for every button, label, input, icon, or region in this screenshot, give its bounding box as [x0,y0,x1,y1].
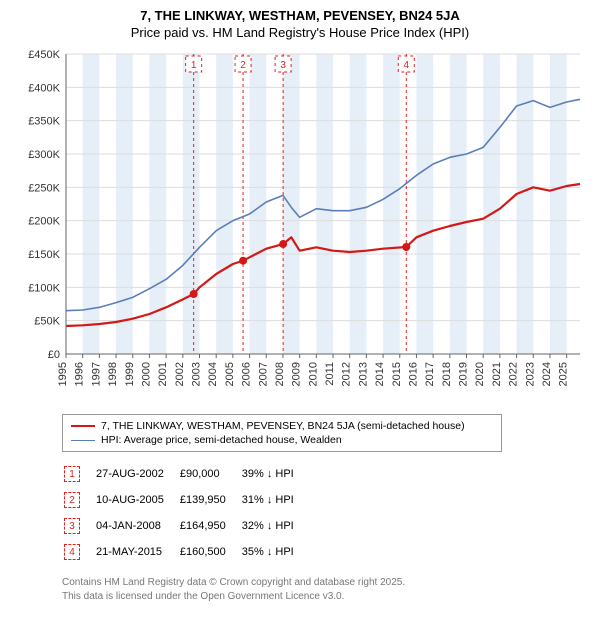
legend-row-price: 7, THE LINKWAY, WESTHAM, PEVENSEY, BN24 … [71,419,493,433]
sales-row: 421-MAY-2015£160,50035% ↓ HPI [64,540,308,564]
sale-marker: 1 [64,462,94,486]
legend: 7, THE LINKWAY, WESTHAM, PEVENSEY, BN24 … [62,414,502,452]
svg-text:1996: 1996 [74,362,86,386]
legend-label-price: 7, THE LINKWAY, WESTHAM, PEVENSEY, BN24 … [101,420,465,432]
svg-text:2006: 2006 [241,362,253,386]
svg-text:2010: 2010 [307,362,319,386]
svg-text:2009: 2009 [291,362,303,386]
svg-text:£400K: £400K [28,82,60,94]
svg-text:£450K: £450K [28,49,60,61]
legend-swatch-price [71,425,95,427]
title-subtitle: Price paid vs. HM Land Registry's House … [12,25,588,40]
svg-text:£0: £0 [48,349,60,361]
svg-text:2003: 2003 [191,362,203,386]
svg-text:£250K: £250K [28,182,60,194]
svg-text:2018: 2018 [441,362,453,386]
sale-delta: 39% ↓ HPI [242,462,308,486]
svg-text:2013: 2013 [357,362,369,386]
svg-text:3: 3 [280,60,286,71]
svg-text:2001: 2001 [157,362,169,386]
sale-date: 21-MAY-2015 [96,540,178,564]
sale-marker: 4 [64,540,94,564]
svg-text:£200K: £200K [28,216,60,228]
svg-text:2019: 2019 [458,362,470,386]
svg-text:2023: 2023 [524,362,536,386]
footer-line1: Contains HM Land Registry data © Crown c… [62,576,588,590]
sale-delta: 31% ↓ HPI [242,488,308,512]
sales-row: 304-JAN-2008£164,95032% ↓ HPI [64,514,308,538]
svg-text:2012: 2012 [341,362,353,386]
sale-price: £90,000 [180,462,240,486]
svg-text:£300K: £300K [28,149,60,161]
chart-container: 7, THE LINKWAY, WESTHAM, PEVENSEY, BN24 … [0,0,600,612]
svg-text:1999: 1999 [124,362,136,386]
svg-text:£100K: £100K [28,282,60,294]
sales-row: 210-AUG-2005£139,95031% ↓ HPI [64,488,308,512]
sales-table: 127-AUG-2002£90,00039% ↓ HPI210-AUG-2005… [62,460,310,566]
svg-text:2016: 2016 [407,362,419,386]
title-block: 7, THE LINKWAY, WESTHAM, PEVENSEY, BN24 … [12,8,588,40]
svg-text:2024: 2024 [541,362,553,386]
legend-label-hpi: HPI: Average price, semi-detached house,… [101,434,342,446]
sale-date: 27-AUG-2002 [96,462,178,486]
chart-svg: £0 £50K £100K £150K £200K £250K £300K £350K £400… [12,46,588,406]
svg-text:4: 4 [403,60,409,71]
sale-price: £160,500 [180,540,240,564]
footer-note: Contains HM Land Registry data © Crown c… [62,576,588,604]
sale-delta: 32% ↓ HPI [242,514,308,538]
svg-text:2008: 2008 [274,362,286,386]
svg-text:2014: 2014 [374,362,386,386]
sale-marker: 2 [64,488,94,512]
svg-text:1995: 1995 [57,362,69,386]
svg-text:£50K: £50K [34,316,60,328]
sale-date: 10-AUG-2005 [96,488,178,512]
sale-delta: 35% ↓ HPI [242,540,308,564]
title-address: 7, THE LINKWAY, WESTHAM, PEVENSEY, BN24 … [12,8,588,23]
svg-text:2015: 2015 [391,362,403,386]
svg-text:2: 2 [240,60,246,71]
svg-text:£150K: £150K [28,249,60,261]
svg-text:2000: 2000 [140,362,152,386]
svg-text:2022: 2022 [508,362,520,386]
sales-row: 127-AUG-2002£90,00039% ↓ HPI [64,462,308,486]
svg-text:2021: 2021 [491,362,503,386]
sale-price: £164,950 [180,514,240,538]
svg-text:2025: 2025 [558,362,570,386]
svg-text:1997: 1997 [90,362,102,386]
legend-swatch-hpi [71,440,95,441]
sale-date: 04-JAN-2008 [96,514,178,538]
footer-line2: This data is licensed under the Open Gov… [62,590,588,604]
svg-text:2007: 2007 [257,362,269,386]
svg-text:2020: 2020 [474,362,486,386]
svg-text:1: 1 [191,60,197,71]
svg-text:2017: 2017 [424,362,436,386]
sale-marker: 3 [64,514,94,538]
chart-area: £0 £50K £100K £150K £200K £250K £300K £350K £400… [12,46,588,406]
svg-text:2005: 2005 [224,362,236,386]
svg-text:1998: 1998 [107,362,119,386]
legend-row-hpi: HPI: Average price, semi-detached house,… [71,433,493,447]
svg-text:2002: 2002 [174,362,186,386]
sale-price: £139,950 [180,488,240,512]
svg-text:2011: 2011 [324,362,336,386]
svg-text:2004: 2004 [207,362,219,386]
svg-text:£350K: £350K [28,116,60,128]
